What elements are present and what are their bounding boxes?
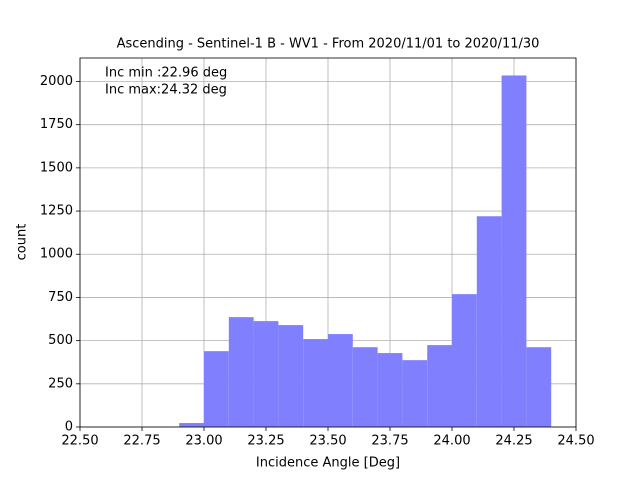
y-tick-label: 0 bbox=[65, 420, 73, 435]
x-tick-label: 22.75 bbox=[123, 434, 160, 449]
x-tick-label: 23.00 bbox=[185, 434, 222, 449]
x-tick-label: 23.50 bbox=[309, 434, 346, 449]
bar bbox=[352, 347, 378, 427]
y-tick-label: 750 bbox=[48, 290, 73, 305]
bar bbox=[303, 339, 328, 427]
x-tick-label: 22.50 bbox=[61, 434, 98, 449]
x-axis-label: Incidence Angle [Deg] bbox=[256, 456, 400, 471]
y-tick-label: 2000 bbox=[40, 74, 73, 89]
y-tick-label: 250 bbox=[48, 376, 73, 391]
y-axis-label: count bbox=[15, 224, 30, 261]
plot-frame bbox=[79, 57, 577, 428]
y-tick-label: 1000 bbox=[40, 247, 73, 262]
bar bbox=[228, 317, 254, 427]
chart-title: Ascending - Sentinel-1 B - WV1 - From 20… bbox=[117, 37, 540, 52]
bar bbox=[328, 334, 353, 427]
y-tick-label: 1750 bbox=[40, 117, 73, 132]
x-tick-label: 23.75 bbox=[371, 434, 408, 449]
y-tick-label: 1500 bbox=[40, 160, 73, 175]
bar bbox=[526, 347, 552, 427]
bar bbox=[253, 321, 279, 427]
x-tick-label: 23.25 bbox=[247, 434, 284, 449]
bar bbox=[476, 216, 502, 427]
bar bbox=[278, 325, 304, 427]
bar bbox=[402, 360, 428, 427]
bar bbox=[179, 423, 204, 427]
y-tick-label: 1250 bbox=[40, 204, 73, 219]
bar bbox=[452, 294, 477, 427]
x-tick-label: 24.00 bbox=[433, 434, 470, 449]
bar bbox=[377, 353, 403, 427]
bar bbox=[427, 345, 452, 427]
bar bbox=[204, 351, 229, 427]
bar bbox=[501, 75, 527, 428]
x-tick-label: 24.25 bbox=[495, 434, 532, 449]
annotation: Inc max:24.32 deg bbox=[105, 83, 227, 98]
y-tick-label: 500 bbox=[48, 333, 73, 348]
x-tick-label: 24.50 bbox=[557, 434, 594, 449]
annotation: Inc min :22.96 deg bbox=[105, 66, 227, 81]
